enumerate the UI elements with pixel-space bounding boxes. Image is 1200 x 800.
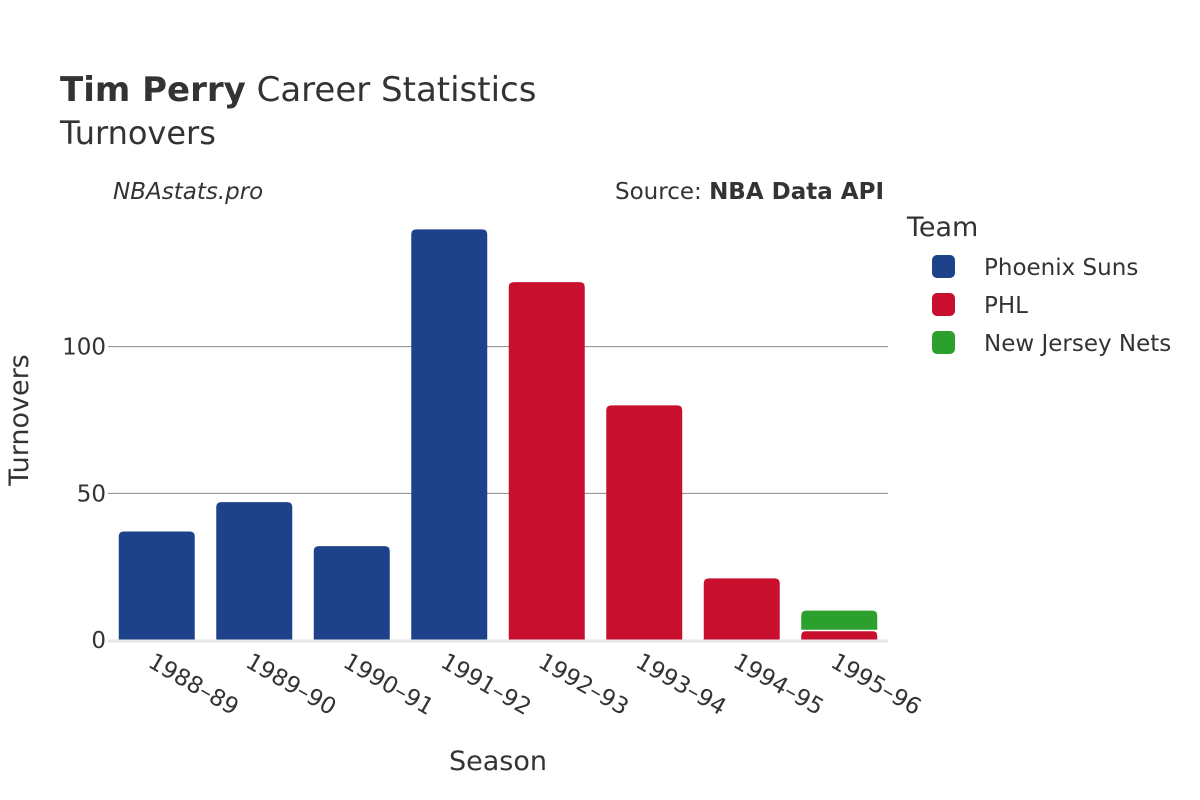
chart-title: Tim Perry Career Statistics bbox=[60, 70, 536, 110]
chart-title-name: Tim Perry bbox=[60, 70, 246, 110]
y-axis-title: Turnovers bbox=[4, 354, 35, 487]
source-label: Source: NBA Data API bbox=[615, 179, 884, 205]
y-axis-ticks: 0 50 100 bbox=[62, 335, 106, 654]
legend-title: Team bbox=[906, 212, 978, 243]
x-axis-ticks: 1988–891989–901990–911991–921992–931993–… bbox=[144, 649, 926, 721]
bar-1993–94-phl bbox=[606, 405, 683, 640]
x-axis-title: Season bbox=[449, 746, 547, 777]
x-tick-label: 1988–89 bbox=[144, 649, 243, 721]
x-tick-label: 1995–96 bbox=[826, 649, 925, 721]
x-tick-label: 1994–95 bbox=[729, 649, 828, 721]
bars bbox=[118, 229, 878, 641]
bar-1995–96-new-jersey-nets bbox=[801, 610, 878, 630]
x-tick-label: 1992–93 bbox=[534, 649, 633, 721]
bar-1994–95-phl bbox=[703, 578, 780, 640]
watermark: NBAstats.pro bbox=[113, 179, 263, 205]
bar-1992–93-phl bbox=[508, 282, 585, 640]
legend-swatch bbox=[932, 331, 955, 354]
x-tick-label: 1989–90 bbox=[241, 649, 340, 721]
legend-swatch bbox=[932, 255, 955, 278]
bar-1989–90-phoenix-suns bbox=[216, 502, 293, 640]
x-tick-label: 1991–92 bbox=[436, 649, 535, 721]
bar-1990–91-phoenix-suns bbox=[313, 546, 390, 640]
source-prefix: Source: bbox=[615, 179, 709, 205]
y-tick-label: 50 bbox=[77, 481, 106, 507]
x-tick-label: 1990–91 bbox=[339, 649, 438, 721]
chart-subtitle: Turnovers bbox=[59, 114, 216, 152]
source-name: NBA Data API bbox=[709, 179, 884, 205]
y-tick-label: 0 bbox=[91, 628, 106, 654]
legend: Team Phoenix Suns PHL New Jersey Nets bbox=[906, 212, 1171, 357]
chart-title-rest: Career Statistics bbox=[246, 70, 537, 110]
y-tick-label: 100 bbox=[62, 335, 106, 361]
bar-1995–96-phl bbox=[801, 631, 878, 640]
x-tick-label: 1993–94 bbox=[631, 649, 730, 721]
legend-label: PHL bbox=[984, 293, 1028, 319]
legend-swatch bbox=[932, 293, 955, 316]
legend-label: Phoenix Suns bbox=[984, 255, 1138, 281]
bar-1991–92-phoenix-suns bbox=[411, 229, 488, 641]
gridlines bbox=[108, 346, 888, 494]
legend-label: New Jersey Nets bbox=[984, 331, 1171, 357]
bar-1988–89-phoenix-suns bbox=[118, 531, 195, 640]
